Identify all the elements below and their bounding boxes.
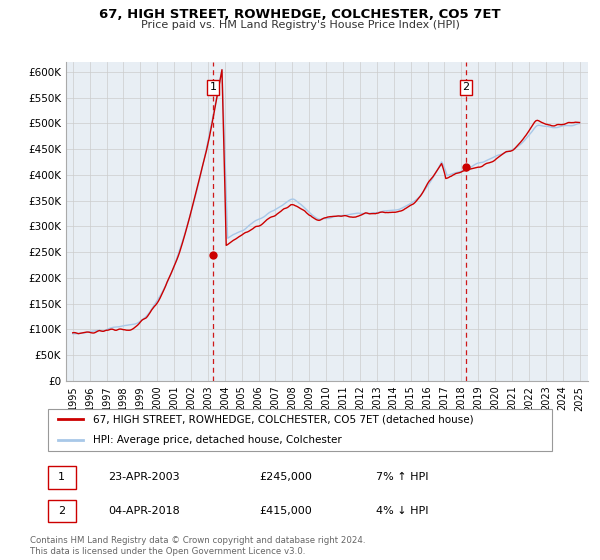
Text: 1: 1 xyxy=(209,82,217,92)
Text: £245,000: £245,000 xyxy=(260,473,313,482)
Text: 2: 2 xyxy=(462,82,469,92)
Text: 1: 1 xyxy=(58,473,65,482)
Text: Contains HM Land Registry data © Crown copyright and database right 2024.
This d: Contains HM Land Registry data © Crown c… xyxy=(30,536,365,556)
Text: 67, HIGH STREET, ROWHEDGE, COLCHESTER, CO5 7ET: 67, HIGH STREET, ROWHEDGE, COLCHESTER, C… xyxy=(99,8,501,21)
Text: 23-APR-2003: 23-APR-2003 xyxy=(109,473,180,482)
Text: Price paid vs. HM Land Registry's House Price Index (HPI): Price paid vs. HM Land Registry's House … xyxy=(140,20,460,30)
Text: £415,000: £415,000 xyxy=(260,506,313,516)
Text: 4% ↓ HPI: 4% ↓ HPI xyxy=(376,506,428,516)
Text: 7% ↑ HPI: 7% ↑ HPI xyxy=(376,473,428,482)
Text: 04-APR-2018: 04-APR-2018 xyxy=(109,506,180,516)
Text: 2: 2 xyxy=(58,506,65,516)
Text: HPI: Average price, detached house, Colchester: HPI: Average price, detached house, Colc… xyxy=(94,435,342,445)
Text: 67, HIGH STREET, ROWHEDGE, COLCHESTER, CO5 7ET (detached house): 67, HIGH STREET, ROWHEDGE, COLCHESTER, C… xyxy=(94,414,474,424)
FancyBboxPatch shape xyxy=(48,466,76,489)
FancyBboxPatch shape xyxy=(48,500,76,522)
FancyBboxPatch shape xyxy=(48,409,552,451)
